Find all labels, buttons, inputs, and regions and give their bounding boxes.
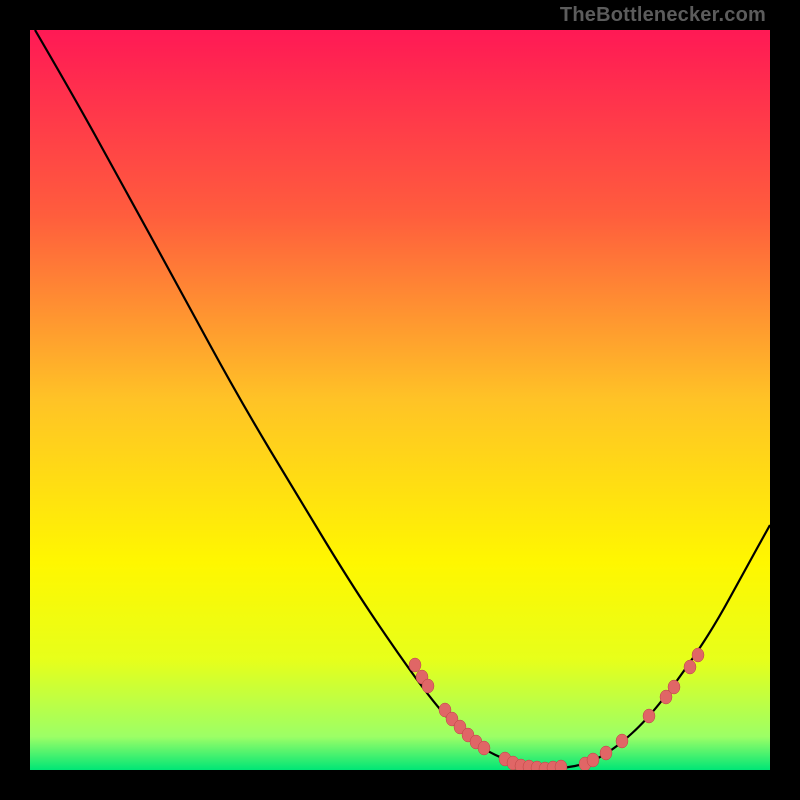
curve-marker (409, 658, 421, 672)
curve-marker (643, 709, 655, 723)
frame-border-bottom (0, 770, 800, 800)
curve-marker (684, 660, 696, 674)
frame-border-left (0, 0, 30, 800)
chart-background (30, 30, 770, 770)
frame-border-right (770, 0, 800, 800)
curve-marker (692, 648, 704, 662)
curve-marker (668, 680, 680, 694)
curve-marker (422, 679, 434, 693)
curve-marker (616, 734, 628, 748)
watermark-text: TheBottlenecker.com (560, 4, 766, 27)
chart-container: TheBottlenecker.com (0, 0, 800, 800)
bottleneck-chart (30, 30, 770, 770)
curve-marker (587, 753, 599, 767)
curve-marker (478, 741, 490, 755)
curve-marker (600, 746, 612, 760)
